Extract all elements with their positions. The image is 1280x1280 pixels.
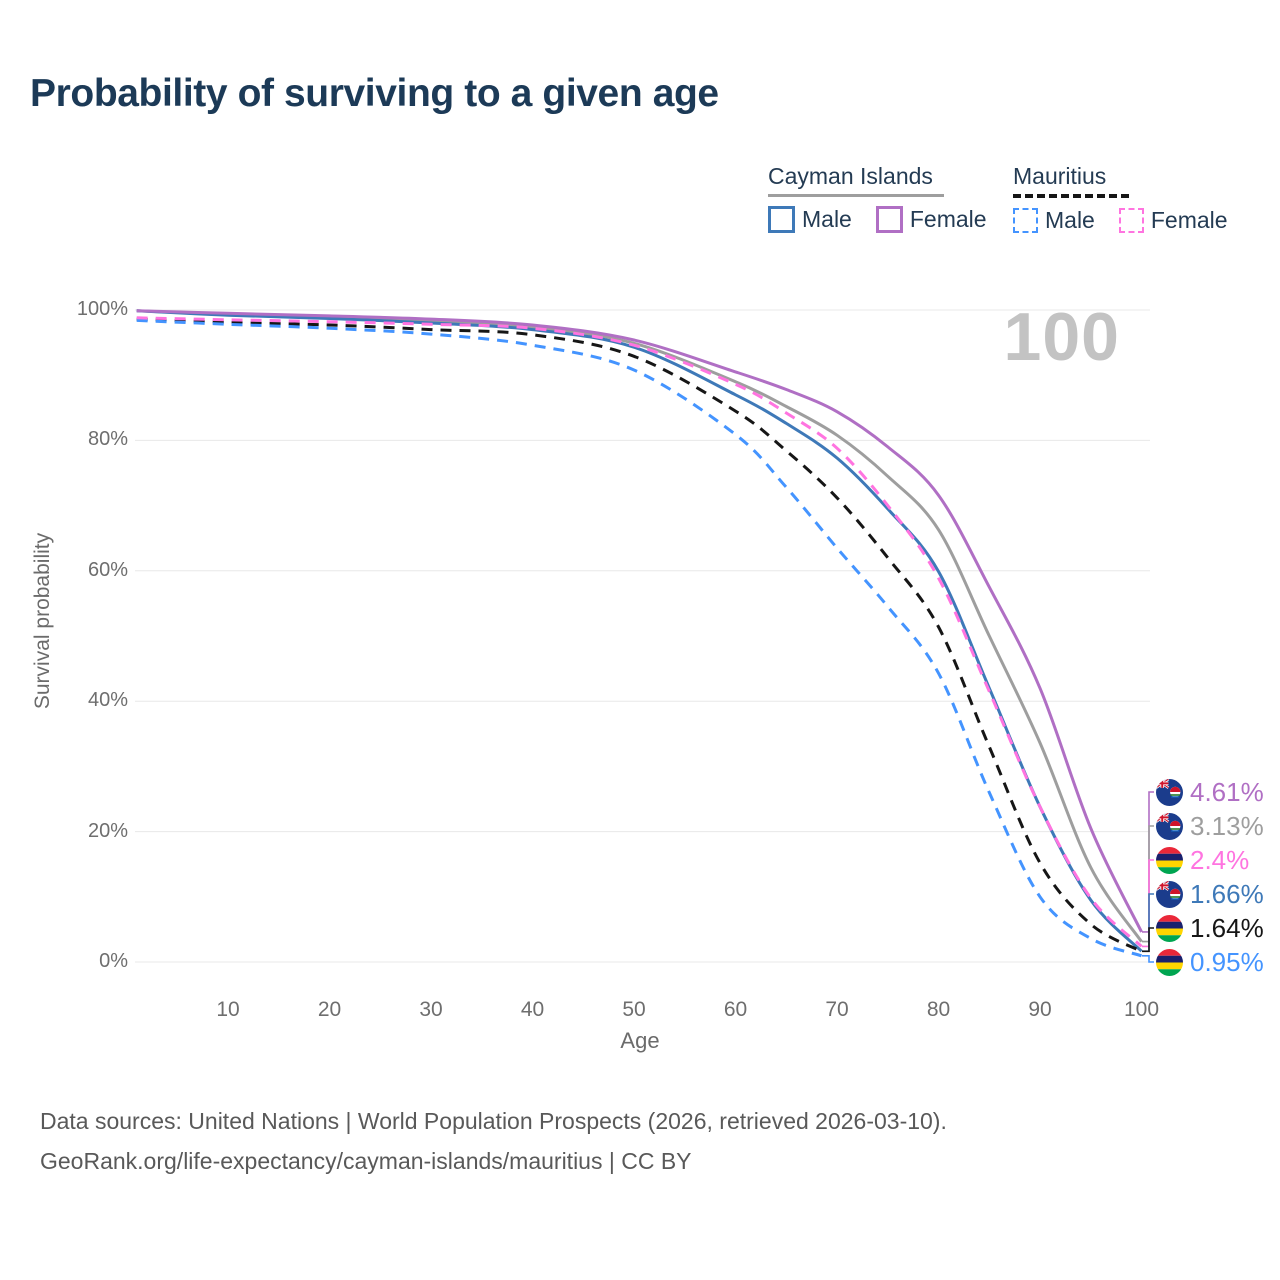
- end-value-label-cayman-islands-male: 1.66%: [1156, 878, 1264, 910]
- x-tick-label: 30: [419, 998, 443, 1021]
- end-label-connector: [1142, 791, 1154, 933]
- legend-underline-solid: [768, 194, 944, 197]
- x-tick-label: 50: [622, 998, 646, 1021]
- page-title: Probability of surviving to a given age: [30, 72, 719, 115]
- attribution-text: GeoRank.org/life-expectancy/cayman-islan…: [40, 1148, 692, 1174]
- y-axis-title: Survival probability: [31, 532, 54, 710]
- mauritius-female-swatch-icon: [1118, 208, 1144, 233]
- end-value-text: 2.4%: [1190, 845, 1250, 875]
- y-tick-label: 20%: [87, 819, 128, 842]
- end-value-text: 3.13%: [1190, 811, 1264, 841]
- legend-item-label: Male: [1045, 207, 1095, 233]
- mauritius-flag-icon: [1156, 914, 1183, 942]
- x-tick-label: 80: [926, 998, 951, 1021]
- end-value-label-mauritius-both: 1.64%: [1156, 912, 1264, 944]
- x-tick-label: 90: [1028, 998, 1052, 1021]
- legend-group-mauritius: Mauritius Male Female: [1013, 163, 1228, 234]
- legend-item-label: Female: [909, 206, 987, 232]
- y-tick-label: 60%: [87, 558, 128, 581]
- y-tick-label: 0%: [99, 950, 128, 972]
- end-value-label-cayman-islands-female: 4.61%: [1156, 776, 1264, 808]
- y-tick-label: 40%: [87, 689, 128, 712]
- x-tick-label: 20: [317, 998, 342, 1021]
- series-line-mauritius-male[interactable]: [136, 318, 1142, 958]
- mauritius-male-swatch-icon: [1013, 208, 1038, 233]
- y-tick-label: 80%: [87, 428, 128, 451]
- cayman-male-swatch-icon: [768, 206, 795, 233]
- legend-item-label: Female: [1150, 207, 1228, 233]
- series-line-mauritius-female[interactable]: [136, 316, 1143, 948]
- end-label-connector: [1142, 927, 1154, 953]
- age-watermark: 100: [1003, 299, 1120, 375]
- end-label-connector: [1142, 955, 1154, 963]
- series-line-mauritius-both[interactable]: [136, 317, 1143, 953]
- x-tick-label: 100: [1123, 998, 1160, 1021]
- mauritius-flag-icon: [1156, 948, 1183, 976]
- end-value-text: 0.95%: [1190, 947, 1264, 977]
- cayman-islands-flag-icon: [1156, 778, 1183, 806]
- legend-item-label: Male: [802, 206, 852, 232]
- end-value-text: 1.64%: [1190, 913, 1264, 943]
- cayman-islands-flag-icon: [1156, 812, 1183, 840]
- data-sources-text: Data sources: United Nations | World Pop…: [40, 1108, 947, 1134]
- mauritius-flag-icon: [1156, 846, 1183, 874]
- series-line-cayman-islands-both[interactable]: [136, 309, 1143, 943]
- end-value-text: 1.66%: [1190, 879, 1264, 909]
- x-axis-title: Age: [620, 1028, 660, 1053]
- cayman-female-swatch-icon: [875, 206, 903, 233]
- end-label-connector: [1142, 825, 1154, 943]
- legend-item-cayman-male[interactable]: Male: [768, 206, 852, 233]
- legend-item-mauritius-female[interactable]: Female: [1118, 207, 1228, 234]
- legend-item-mauritius-male[interactable]: Male: [1013, 207, 1095, 234]
- end-value-label-cayman-islands-both: 3.13%: [1156, 810, 1264, 842]
- end-value-text: 4.61%: [1190, 777, 1264, 807]
- cayman-islands-flag-icon: [1156, 880, 1183, 908]
- legend-heading-mauritius: Mauritius: [1013, 163, 1107, 189]
- series-line-cayman-islands-male[interactable]: [136, 309, 1143, 953]
- legend-heading-cayman-islands: Cayman Islands: [768, 163, 933, 189]
- end-label-connector: [1142, 859, 1154, 948]
- x-tick-label: 70: [825, 998, 849, 1021]
- legend-group-cayman-islands: Cayman Islands Male Female: [768, 163, 987, 233]
- legend-underline-dashed: [1013, 194, 1129, 198]
- series-line-cayman-islands-female[interactable]: [136, 309, 1143, 933]
- end-value-label-mauritius-female: 2.4%: [1156, 844, 1249, 876]
- x-tick-label: 10: [216, 998, 240, 1021]
- y-tick-label: 100%: [76, 298, 128, 320]
- x-tick-label: 40: [520, 998, 545, 1021]
- end-label-connector: [1142, 893, 1154, 952]
- end-value-label-mauritius-male: 0.95%: [1156, 946, 1264, 978]
- x-tick-label: 60: [723, 998, 748, 1021]
- legend-item-cayman-female[interactable]: Female: [875, 206, 987, 233]
